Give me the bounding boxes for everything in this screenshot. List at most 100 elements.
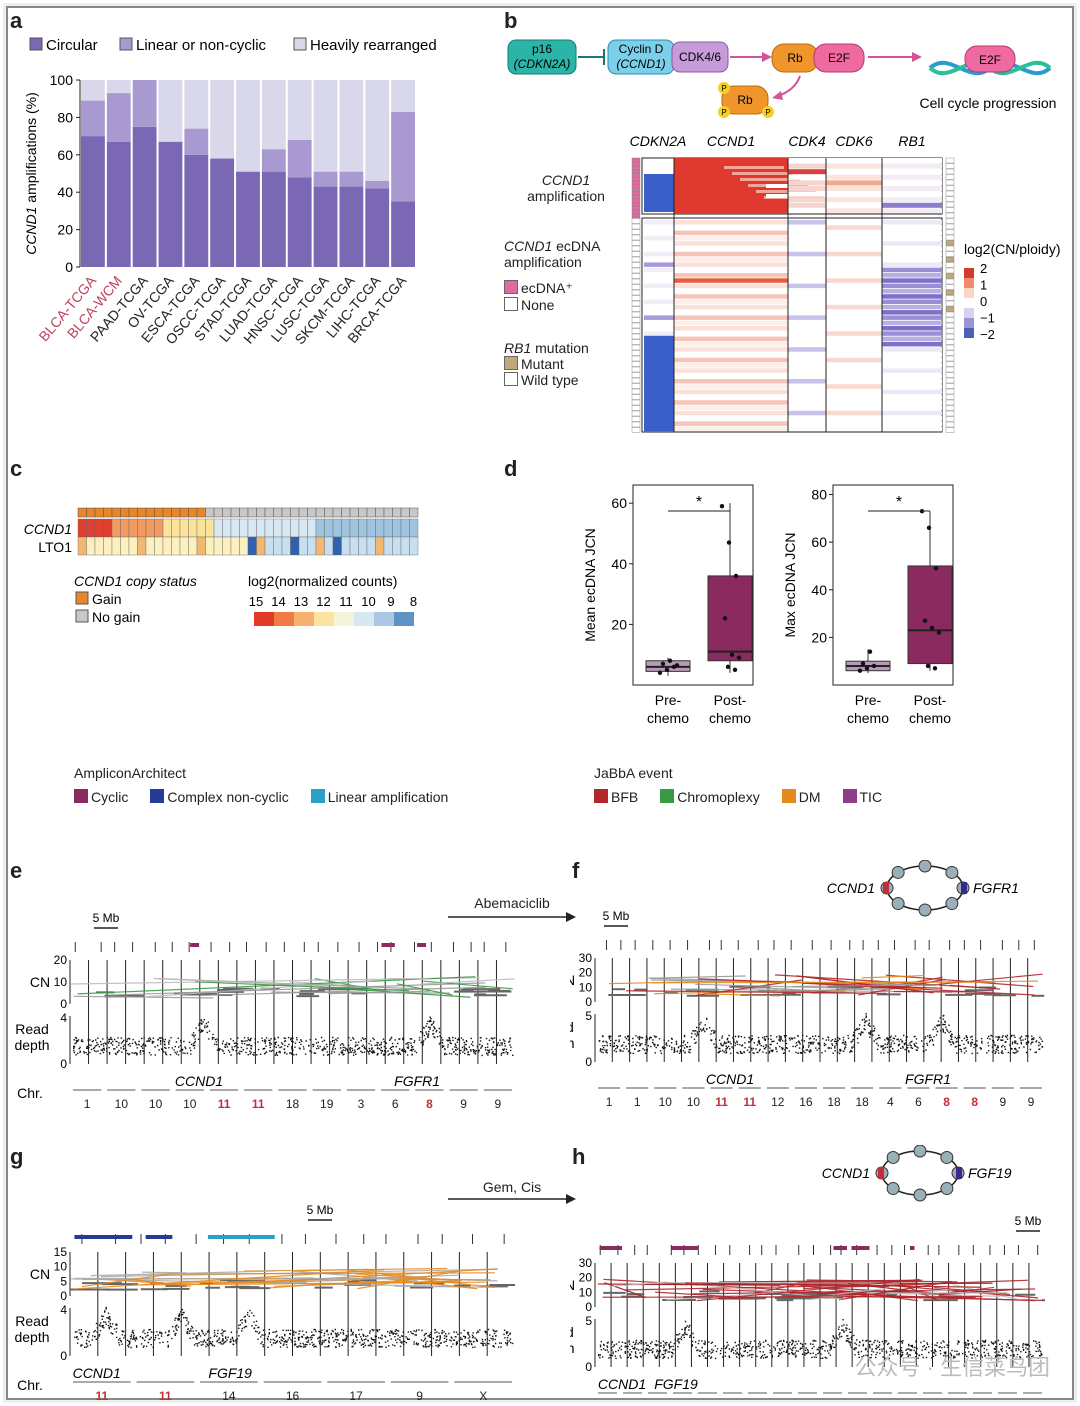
b2-ccnd1-row-1 (674, 225, 788, 230)
b-cdk4-row-6 (788, 191, 826, 197)
b-ecdna-strip-2 (631, 168, 641, 175)
b2-cdk4-row-11 (788, 278, 826, 283)
c-lto1-cell-22 (264, 536, 274, 556)
a-bar-OSCC-TCGA-2 (210, 80, 235, 159)
c-status-cell-15 (205, 507, 215, 518)
c-lto1-cell-24 (281, 536, 291, 556)
c-counts-tick-1: 14 (271, 594, 285, 609)
c-counts-tick-0: 15 (249, 594, 263, 609)
trackE-arc-14 (195, 981, 410, 992)
b-ecdna-strip-5 (631, 185, 641, 191)
d-point-1-6 (725, 664, 731, 670)
b-ecdna-strip-6 (631, 190, 641, 197)
trackG-gene-FGF19: FGF19 (208, 1365, 252, 1381)
b-rb1-strip-13 (945, 229, 955, 235)
b2-rb1-row-34 (882, 400, 942, 405)
b2-cdk4-row-8 (788, 262, 826, 267)
b2-ccnd1-row-34 (674, 400, 788, 405)
b-ecdna-strip-21 (631, 273, 641, 279)
d-xlabel-0-a: Pre- (655, 692, 682, 708)
a-ytick-label-60: 60 (57, 147, 73, 163)
b2-cdk6-row-31 (826, 384, 882, 389)
legend-label-2: Heavily rearranged (310, 37, 437, 54)
b2-rb1-row-23 (882, 341, 942, 347)
trackF-chr-1: 1 (634, 1095, 641, 1109)
a-bar-HNSC-TCGA-2 (287, 80, 312, 140)
trackE-seg-mark-2 (417, 943, 426, 947)
trackF-chr-12: 8 (943, 1095, 950, 1109)
c-counts-tick-3: 12 (316, 594, 330, 609)
c-nogain-swatch (75, 609, 89, 623)
trackH-arc-28 (789, 1290, 851, 1294)
b-ecdna-strip-26 (631, 300, 641, 307)
b2-cdkn2a-row-25 (644, 352, 674, 357)
b2-rb1-row-18 (882, 315, 942, 320)
trackE-chr-11: 9 (460, 1097, 467, 1111)
b2-cdkn2a-row-6 (644, 251, 674, 257)
d-point-0-2 (871, 663, 877, 669)
b-ecdna-strip-29 (631, 317, 641, 323)
trackG-cn-label: CN (30, 1266, 50, 1282)
d-xlabel-1-b: chemo (709, 710, 751, 726)
trackG-arc-22 (347, 1269, 417, 1278)
d-point-0-5 (674, 663, 680, 668)
trackG-chr-0: 11 (95, 1389, 108, 1400)
trackE-chr-2: 10 (149, 1097, 163, 1111)
d-frame (632, 484, 754, 686)
a-ytick-label-40: 40 (57, 184, 73, 200)
b2-rb1-row-39 (882, 426, 942, 432)
trackF-chr-8: 18 (827, 1095, 841, 1109)
b2-cdk4-row-23 (788, 341, 826, 347)
a-bar-LUAD-TCGA-2 (261, 80, 286, 150)
c-lto1-cell-19 (239, 536, 249, 556)
trackH-seg-mark-4 (910, 1246, 915, 1250)
d-point-1-1 (726, 540, 732, 545)
a-bar-LIHC-TCGA-0 (365, 188, 390, 267)
rb-label: Rb (787, 51, 803, 65)
c-ccnd1-cell-11 (171, 518, 181, 538)
trackH-seg-mark-3 (851, 1246, 870, 1250)
c-lto1-cell-10 (162, 536, 172, 556)
c-lto1-cell-12 (179, 536, 189, 556)
b2-cdkn2a-row-20 (644, 326, 674, 331)
b2-cdkn2a-row-37 (644, 416, 674, 421)
c-status-cell-33 (358, 507, 368, 518)
aaItems-swatch-0 (74, 789, 88, 803)
b-ecdna-strip-43 (631, 394, 641, 400)
b-rb1-strip-7 (945, 196, 955, 202)
a-bar-HNSC-TCGA-1 (287, 139, 312, 178)
b2-cdk6-row-5 (826, 246, 882, 251)
panel-letter-b: b (504, 8, 518, 33)
b2-cdk4-row-36 (788, 410, 826, 416)
trackF-arc-15 (648, 975, 746, 979)
d-point-1-7 (732, 667, 738, 673)
b2-rb1-row-37 (882, 416, 942, 421)
trackF-gene-FGFR1: FGFR1 (905, 1071, 951, 1087)
trackF-rd-label-1: Read (570, 1019, 574, 1035)
trackF-nucleosome-7 (945, 865, 959, 879)
b-rb1-strip-30 (945, 322, 955, 329)
trackH-rd-tick-bot: 0 (585, 1360, 592, 1374)
b2-cdk4-row-24 (788, 347, 826, 352)
trackH-arc-38 (604, 1282, 647, 1299)
rb-phospho-label: Rb (737, 93, 753, 107)
c-status-cell-21 (256, 507, 266, 518)
panel-d-mean-jcn-boxplot: 20 40 60 Mean ecDNA JCN Pre-chemo Post-chemo * (582, 484, 754, 726)
rb1-mutant-swatch (504, 356, 518, 370)
a-bar-LUSC-TCGA-2 (313, 80, 338, 172)
trackH-gene-FGF19: FGF19 (654, 1376, 698, 1392)
b2-cdk6-row-37 (826, 416, 882, 421)
b2-cdk6-row-28 (826, 368, 882, 373)
b-cdk4-row-1 (788, 163, 826, 169)
b-cdk6-row-4 (826, 180, 882, 186)
b2-cdkn2a-row-38 (644, 421, 674, 426)
trackE-gene-CCND1: CCND1 (175, 1073, 223, 1089)
b-rb1-row-1 (882, 163, 942, 169)
c-ccnd1-cell-22 (264, 518, 274, 538)
b-rb1-strip-9 (945, 207, 955, 213)
trackF-chr-9: 18 (856, 1095, 870, 1109)
b-ecdna-legend: ecDNA⁺ None (504, 280, 573, 313)
b-row-label-2: CCND1 ecDNA amplification (504, 238, 600, 270)
panel-b-heatmap: CDKN2A CCND1 CDK4 CDK6 RB1 log2(CN/ploidy) 2 10… (630, 133, 1060, 433)
b2-cdkn2a-row-11 (644, 278, 674, 283)
